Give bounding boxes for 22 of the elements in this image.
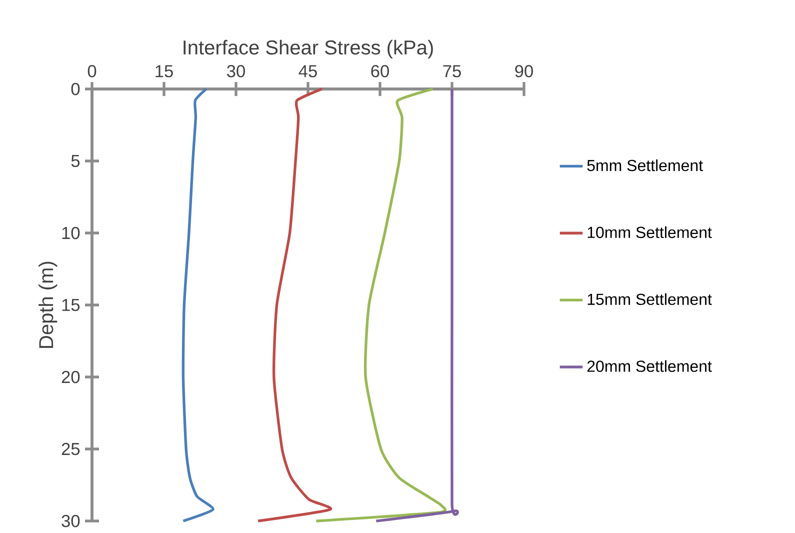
legend-label: 5mm Settlement bbox=[587, 159, 703, 172]
x-tick-label: 45 bbox=[298, 65, 317, 78]
legend-label: 15mm Settlement bbox=[588, 293, 712, 305]
x-tick-label: 0 bbox=[88, 65, 96, 78]
y-axis-title: Depth (m) bbox=[38, 262, 58, 348]
y-tick-label: 0 bbox=[71, 82, 80, 96]
x-axis-title: Interface Shear Stress (kPa) bbox=[184, 40, 433, 59]
y-tick-label: 25 bbox=[62, 442, 80, 456]
x-tick-label: 75 bbox=[443, 65, 461, 78]
y-tick-label: 20 bbox=[62, 370, 80, 384]
y-tick-label: 10 bbox=[62, 226, 80, 240]
y-tick-label: 15 bbox=[62, 298, 80, 312]
x-tick-label: 90 bbox=[515, 65, 533, 78]
x-tick-label: 60 bbox=[371, 65, 389, 78]
x-tick-label: 30 bbox=[227, 65, 245, 78]
line-series bbox=[256, 88, 332, 522]
x-tick-label: 15 bbox=[156, 65, 173, 78]
y-tick-label: 5 bbox=[71, 154, 80, 168]
y-tick-label: 30 bbox=[62, 514, 80, 528]
legend-label: 10mm Settlement bbox=[588, 226, 712, 238]
line-series bbox=[182, 88, 214, 522]
legend-label: 20mm Settlement bbox=[587, 360, 712, 372]
